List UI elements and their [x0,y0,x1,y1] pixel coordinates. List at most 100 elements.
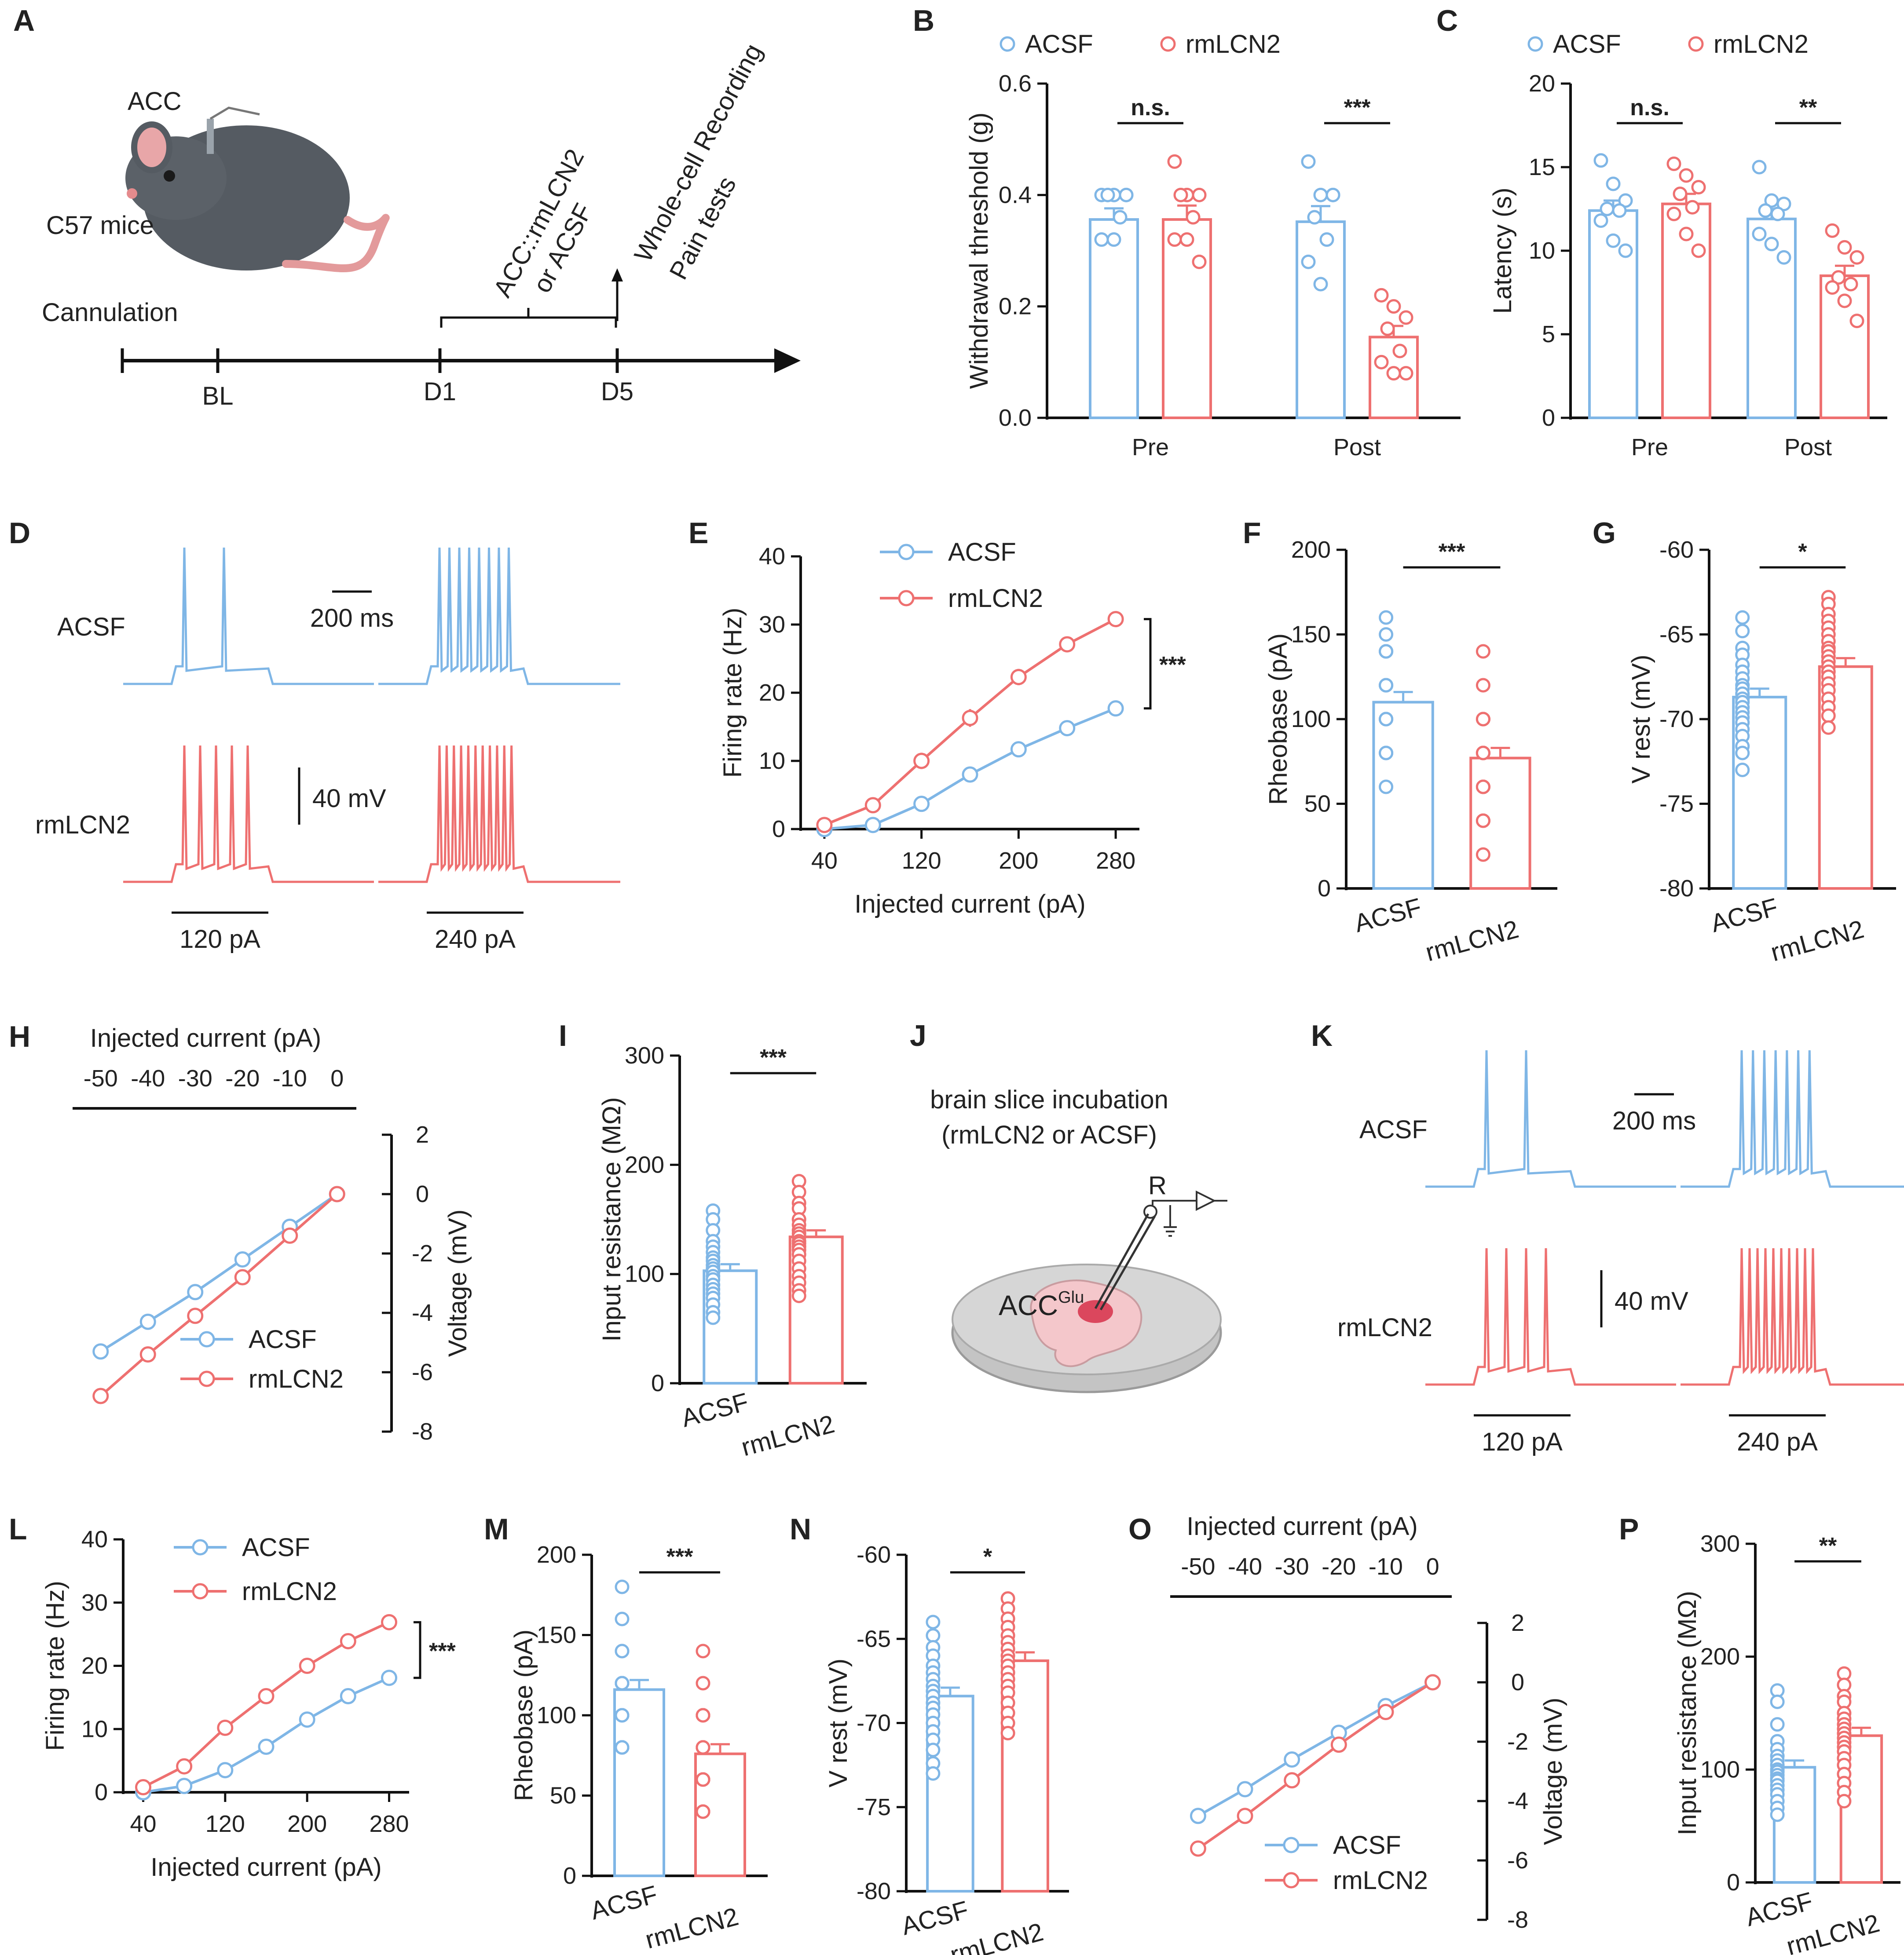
ground-symbol [1164,1205,1177,1237]
y-tick-label: 200 [1291,537,1331,563]
label-c57-mice: C57 mice [46,211,154,240]
y-tick-label: 50 [1304,791,1331,817]
data-point [381,1614,397,1630]
y-tick-label: 10 [81,1716,108,1742]
data-point [1284,1751,1300,1768]
sig-label: *** [760,1045,787,1071]
y-tick-label: 20 [1529,70,1555,97]
data-point [1691,243,1706,258]
legend: ACSF rmLCN2 [1527,30,1809,58]
data-point [1330,1736,1347,1753]
data-point [1399,366,1413,381]
brain-slice-title-1: brain slice incubation [930,1085,1168,1114]
y-tick-label: -4 [412,1300,433,1326]
data-point [1770,1807,1785,1822]
data-point [1313,277,1328,292]
data-point [1776,197,1791,212]
legend: ACSF rmLCN2 [180,1325,344,1393]
y-tick-label: -75 [857,1794,891,1820]
y-tick-label: 150 [1291,621,1331,648]
legend-marker [192,1539,209,1556]
y-axis-label: Input resistance (MΩ) [597,1097,626,1342]
chart-I: I 0 100 200 300 Input resistance (MΩ) ACSFrmLC… [559,1019,867,1462]
data-point [340,1633,356,1649]
data-point [1752,160,1767,175]
y-tick-label: -70 [857,1710,891,1736]
data-point [1392,343,1407,358]
x-category-label: rmLCN2 [1768,915,1867,967]
panel-label-m: M [484,1513,509,1546]
x-tick-label: 280 [369,1811,409,1837]
panel-k-traces: K ACSF rmLCN2 120 pA 240 pA 200 ms 40 mV [1311,1019,1904,1456]
x-tick-label: 0 [330,1065,344,1092]
data-point [1837,1794,1852,1809]
trace-row-label-rmlcn2: rmLCN2 [35,811,130,839]
y-tick-label: 0 [95,1779,108,1805]
data-point [1476,745,1490,760]
data-point [1325,187,1340,202]
data-point [1476,847,1490,862]
data-point [1837,240,1852,255]
data-point [1379,779,1394,794]
data-point [1237,1781,1253,1798]
y-axis-label: Firing rate (Hz) [41,1581,70,1751]
voltage-scale-label: 40 mV [312,784,386,813]
panel-label-e: E [688,516,708,550]
sig-label: ** [1799,95,1817,121]
data-point [299,1658,315,1674]
series-line [99,1193,338,1397]
legend-marker [198,1370,215,1387]
legend-label: ACSF [249,1325,317,1354]
x-tick-label: -50 [1181,1553,1215,1580]
data-point [340,1688,356,1704]
data-point [926,1615,941,1630]
y-tick-label: 15 [1529,154,1555,180]
y-tick-label: 40 [81,1526,108,1553]
data-point [1010,741,1027,758]
brain-slice [1030,1279,1142,1367]
panel-label-p: P [1619,1513,1639,1546]
legend-marker [1283,1872,1300,1889]
bar [1089,218,1139,419]
timepoint-d1: D1 [424,377,456,406]
legend-marker [1000,36,1015,52]
data-point [1106,232,1121,247]
y-tick-label: 300 [1700,1531,1740,1557]
current-step-label-2: 240 pA [1737,1428,1818,1456]
sig-label: n.s. [1630,95,1670,121]
data-point [696,1676,710,1691]
current-step-label-1: 120 pA [1482,1428,1563,1456]
electrode-label: R [1148,1171,1167,1200]
y-axis-label: Rheobase (pA) [509,1630,538,1801]
sig-label: * [1798,539,1807,565]
data-point [234,1251,251,1268]
legend-label: ACSF [242,1533,310,1562]
data-point [1476,813,1490,828]
data-point [92,1343,109,1360]
legend-label: ACSF [948,538,1016,566]
data-point [1100,187,1115,202]
data-point [962,766,978,783]
data-point [1752,227,1767,241]
y-tick-label: -6 [412,1359,433,1385]
data-point [864,797,881,814]
y-tick-label: -80 [1659,875,1694,902]
y-tick-label: -70 [1659,706,1694,732]
data-point [1825,223,1840,238]
data-point [1284,1772,1300,1789]
panel-label-j: J [910,1019,926,1052]
data-point [1821,708,1836,723]
y-tick-label: -8 [1507,1907,1528,1933]
data-point [258,1739,275,1755]
y-tick-label: 10 [759,748,785,774]
y-tick-label: 5 [1542,321,1555,347]
series-line [100,1193,338,1353]
x-axis-label: Injected current (pA) [1186,1512,1417,1541]
data-point [1192,187,1207,202]
series-line [1197,1681,1434,1850]
